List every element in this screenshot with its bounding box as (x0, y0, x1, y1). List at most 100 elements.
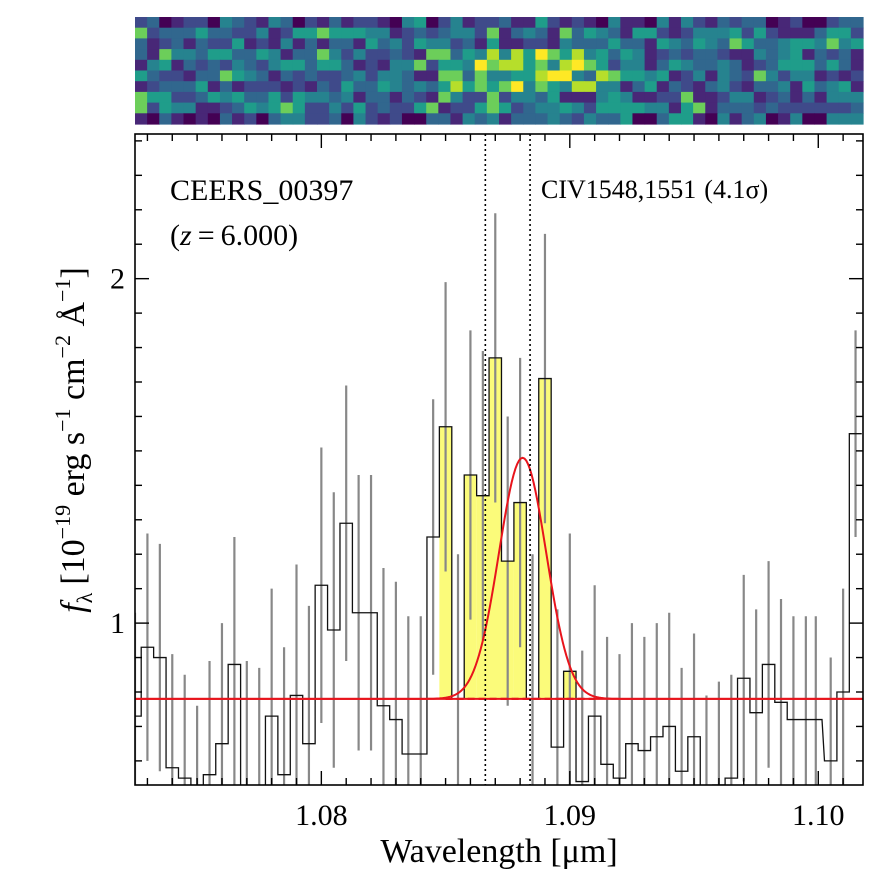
spectrum-2d-pixel (802, 38, 816, 50)
x-tick-label: 1.10 (792, 799, 845, 832)
spectrum-2d-pixel (814, 102, 828, 114)
spectrum-2d-pixel (802, 49, 816, 61)
spectrum-2d-pixel (377, 59, 391, 72)
spectrum-2d-pixel (207, 59, 221, 72)
spectrum-2d-pixel (474, 38, 488, 50)
spectrum-2d-pixel (571, 38, 585, 50)
spectrum-2d-pixel (280, 17, 294, 29)
spectrum-2d-pixel (571, 91, 585, 104)
spectrum-2d-pixel (450, 38, 464, 50)
spectrum-2d-pixel (608, 113, 621, 125)
spectrum-2d-pixel (317, 27, 330, 39)
spectrum-2d-pixel (826, 81, 840, 93)
highlight-fill-layer (439, 357, 577, 699)
spectrum-2d-pixel (705, 70, 718, 82)
spectrum-2d-pixel (583, 81, 597, 93)
spectrum-2d-pixel (668, 113, 682, 125)
spectrum-2d-pixel (426, 49, 439, 61)
spectrum-2d-pixel (596, 102, 609, 114)
spectrum-2d-pixel (147, 81, 160, 93)
spectrum-2d-pixel (450, 27, 464, 39)
spectrum-2d-pixel (474, 59, 488, 72)
spectrum-step-line (135, 357, 862, 785)
spectrum-2d-pixel (317, 17, 330, 29)
spectrum-2d-pixel (389, 59, 403, 72)
spectrum-2d-pixel (608, 70, 621, 82)
spectrum-2d-pixel (511, 38, 524, 50)
spectrum-2d-pixel (729, 49, 743, 61)
spectrum-2d-pixel (304, 27, 318, 39)
spectrum-2d-pixel (656, 38, 670, 50)
spectrum-2d-pixel (596, 27, 609, 39)
spectrum-2d-pixel (547, 91, 561, 104)
spectrum-2d-pixel (462, 91, 476, 104)
spectrum-2d-pixel (559, 102, 573, 114)
spectrum-2d-pixel (826, 113, 840, 125)
spectrum-2d-pixel (365, 91, 379, 104)
spectrum-2d-pixel (571, 59, 585, 72)
spectrum-2d-pixel (608, 81, 621, 93)
y-label-cm: cm (55, 358, 92, 408)
spectrum-2d-pixel (207, 102, 221, 114)
y-label-lambda: λ (72, 592, 97, 603)
spectrum-2d-pixel (353, 49, 367, 61)
spectrum-2d-pixel (353, 38, 367, 50)
spectrum-2d-pixel (135, 91, 148, 104)
spectrum-2d-pixel (499, 81, 512, 93)
spectrum-2d-pixel (681, 38, 694, 50)
spectrum-2d-pixel (499, 91, 512, 104)
spectrum-2d-pixel (268, 49, 282, 61)
spectrum-2d-pixel (644, 38, 658, 50)
redshift-eq: = (198, 219, 215, 252)
spectrum-2d-pixel (753, 59, 767, 72)
gaussian-model (135, 456, 863, 700)
spectrum-2d-pixel (438, 49, 452, 61)
spectrum-2d-pixel (329, 70, 342, 82)
spectrum-2d-pixel (778, 17, 791, 29)
spectrum-2d-pixel (790, 70, 803, 82)
spectrum-2d-pixel (729, 59, 743, 72)
spectrum-2d-pixel (353, 59, 367, 72)
spectrum-2d-pixel (135, 49, 148, 61)
spectrum-2d-pixel (401, 70, 415, 82)
spectrum-2d-pixel (329, 38, 342, 50)
spectrum-2d-pixel (753, 70, 767, 82)
spectrum-2d-pixel (620, 70, 634, 82)
spectrum-2d-pixel (268, 17, 282, 29)
spectrum-2d-pixel (183, 38, 197, 50)
spectrum-2d-pixel (159, 27, 172, 39)
spectrum-2d-pixel (523, 113, 536, 125)
spectrum-2d-pixel (596, 17, 609, 29)
spectrum-2d-pixel (741, 81, 755, 93)
spectrum-2d-pixel (523, 81, 536, 93)
spectrum-2d-pixel (596, 38, 609, 50)
spectrum-2d-pixel (438, 17, 452, 29)
x-axis-label: Wavelength [μm] (380, 833, 617, 870)
spectrum-2d-pixel (523, 49, 536, 61)
spectrum-2d-pixel (850, 102, 864, 114)
spectrum-2d-pixel (729, 113, 743, 125)
spectrum-2d-pixel (511, 102, 524, 114)
spectrum-2d-pixel (741, 102, 755, 114)
spectrum-2d-pixel (292, 49, 306, 61)
spectrum-2d-pixel (365, 102, 379, 114)
spectrum-2d-pixel (280, 49, 294, 61)
spectrum-2d-pixel (377, 49, 391, 61)
spectrum-2d-pixel (850, 70, 864, 82)
spectrum-2d-pixel (474, 91, 488, 104)
spectrum-2d-pixel (705, 49, 718, 61)
redshift-z: z (179, 219, 192, 252)
spectrum-2d-pixel (535, 81, 549, 93)
spectrum-2d-pixel (280, 113, 294, 125)
spectrum-2d-pixel (608, 49, 621, 61)
spectrum-2d-pixel (389, 113, 403, 125)
spectrum-2d-pixel (778, 113, 791, 125)
spectrum-2d-pixel (438, 113, 452, 125)
spectrum-2d-pixel (838, 91, 852, 104)
spectrum-2d-pixel (596, 49, 609, 61)
spectrum-2d-pixel (693, 102, 706, 114)
spectrum-2d-pixel (377, 81, 391, 93)
spectrum-2d-pixel (304, 49, 318, 61)
spectrum-2d-pixel (668, 27, 682, 39)
spectrum-2d-pixel (717, 59, 731, 72)
